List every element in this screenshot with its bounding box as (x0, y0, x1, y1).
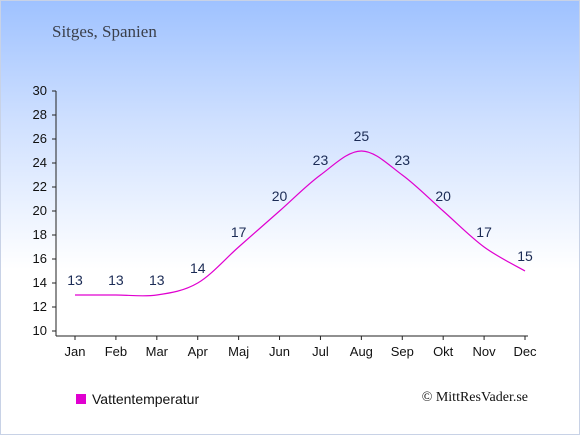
credit-text: © MittResVader.se (421, 390, 528, 405)
x-tick-label: Jan (65, 344, 86, 359)
y-tick-label: 24 (33, 155, 47, 170)
x-tick-label: Jun (269, 344, 290, 359)
x-tick-label: Okt (433, 344, 454, 359)
chart-title: Sitges, Spanien (52, 22, 157, 41)
y-tick-label: 10 (33, 323, 47, 338)
x-tick-label: Mar (146, 344, 169, 359)
data-label: 17 (231, 224, 247, 240)
data-label: 13 (67, 272, 83, 288)
data-label: 17 (476, 224, 492, 240)
y-tick-label: 22 (33, 179, 47, 194)
y-tick-label: 14 (33, 275, 47, 290)
y-tick-label: 18 (33, 227, 47, 242)
x-tick-label: Nov (473, 344, 497, 359)
data-label: 14 (190, 260, 206, 276)
data-label: 23 (313, 152, 329, 168)
x-tick-label: Apr (188, 344, 209, 359)
x-tick-label: Maj (228, 344, 249, 359)
y-tick-label: 16 (33, 251, 47, 266)
x-tick-label: Sep (391, 344, 414, 359)
x-tick-label: Aug (350, 344, 373, 359)
x-tick-label: Jul (312, 344, 329, 359)
data-label: 25 (354, 128, 370, 144)
x-tick-label: Dec (513, 344, 537, 359)
data-label: 13 (108, 272, 124, 288)
y-tick-label: 20 (33, 203, 47, 218)
y-tick-label: 28 (33, 107, 47, 122)
legend: Vattentemperatur (76, 391, 199, 407)
data-label: 20 (272, 188, 288, 204)
series-line (74, 150, 526, 297)
data-label: 15 (517, 248, 533, 264)
y-tick-label: 12 (33, 299, 47, 314)
legend-label: Vattentemperatur (92, 391, 200, 407)
data-label: 20 (435, 188, 451, 204)
x-tick-label: Feb (105, 344, 127, 359)
legend-swatch (76, 394, 86, 404)
y-tick-label: 30 (33, 83, 47, 98)
data-label: 13 (149, 272, 165, 288)
data-label: 23 (394, 152, 410, 168)
y-tick-label: 26 (33, 131, 47, 146)
